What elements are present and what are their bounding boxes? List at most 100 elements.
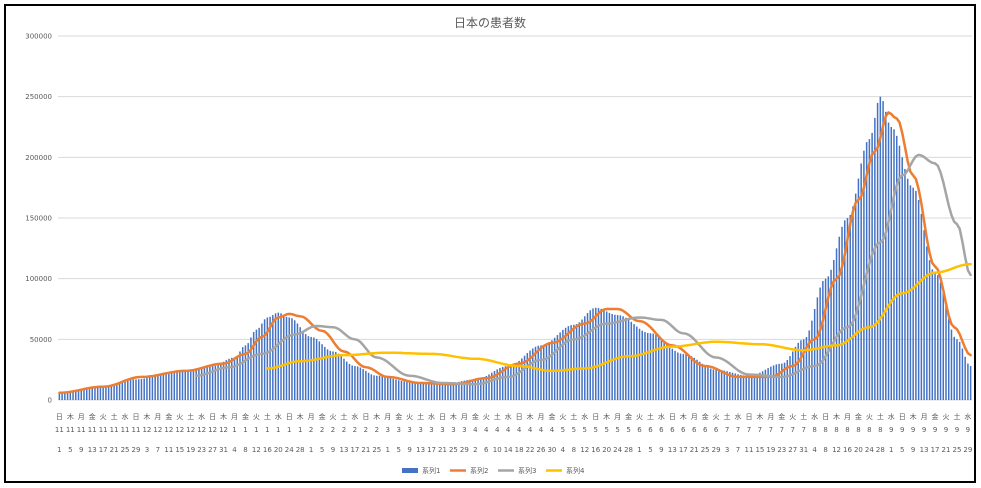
legend-label: 系列4 xyxy=(566,466,585,475)
x-tick-month: 9 xyxy=(889,426,893,434)
x-tick-day: 8 xyxy=(243,446,247,454)
bar xyxy=(578,322,581,400)
x-tick-month: 1 xyxy=(276,426,280,434)
bar xyxy=(666,343,668,400)
x-tick-dow: 月 xyxy=(691,413,698,421)
bar xyxy=(964,356,966,400)
bar xyxy=(444,384,446,400)
bar xyxy=(496,369,498,400)
bar xyxy=(879,96,882,401)
bar xyxy=(526,353,529,400)
bar xyxy=(318,341,321,400)
x-tick-day: 1 xyxy=(637,446,641,454)
bar xyxy=(269,316,271,400)
bar xyxy=(510,365,512,400)
x-tick-month: 6 xyxy=(714,426,719,434)
x-tick-month: 6 xyxy=(681,426,686,434)
x-tick-day: 23 xyxy=(777,446,786,454)
bar xyxy=(80,389,83,400)
x-tick-label: 月 4 26 xyxy=(537,413,546,454)
bar xyxy=(958,341,961,400)
bar xyxy=(559,332,561,400)
bar xyxy=(849,214,851,400)
x-tick-dow: 月 xyxy=(921,413,928,421)
x-tick-month: 9 xyxy=(944,426,948,434)
bar xyxy=(386,377,389,400)
x-tick-dow: 日 xyxy=(669,413,676,421)
x-tick-day: 1 xyxy=(57,446,61,454)
x-tick-dow: 火 xyxy=(943,413,950,421)
x-tick-day: 5 xyxy=(320,446,324,454)
bar xyxy=(61,392,63,400)
bar xyxy=(917,200,920,400)
bar xyxy=(792,351,794,400)
x-tick-day: 28 xyxy=(876,446,885,454)
bar xyxy=(928,260,931,400)
x-tick-label: 日 1 24 xyxy=(285,413,294,454)
x-tick-dow: 金 xyxy=(395,412,402,421)
bar xyxy=(622,316,624,400)
bar xyxy=(534,346,537,400)
bar xyxy=(868,139,871,400)
bar xyxy=(173,372,176,400)
legend-swatch xyxy=(402,468,418,473)
x-tick-day: 20 xyxy=(602,446,611,454)
bar xyxy=(433,383,436,400)
bar xyxy=(781,363,783,400)
series-line xyxy=(58,111,972,394)
x-tick-label: 日 11 29 xyxy=(132,413,141,454)
x-tick-dow: 日 xyxy=(822,413,829,421)
bar xyxy=(96,387,99,400)
x-tick-month: 8 xyxy=(823,426,827,434)
x-tick-month: 12 xyxy=(164,426,173,434)
x-tick-dow: 金 xyxy=(702,412,709,421)
legend-item: 系列2 xyxy=(450,466,488,475)
x-tick-label: 月 11 9 xyxy=(77,413,86,454)
x-tick-dow: 土 xyxy=(111,412,118,421)
bar xyxy=(389,377,392,400)
bar xyxy=(556,335,559,400)
bar xyxy=(939,282,942,400)
bar xyxy=(189,369,192,400)
x-tick-label: 火 3 9 xyxy=(406,413,413,454)
x-tick-dow: 金 xyxy=(165,412,172,421)
y-tick-label: 100000 xyxy=(25,275,52,283)
x-tick-dow: 日 xyxy=(516,413,523,421)
x-tick-month: 11 xyxy=(77,426,86,434)
bar xyxy=(759,372,761,400)
bar xyxy=(499,367,501,400)
x-tick-day: 1 xyxy=(386,446,390,454)
x-tick-label: 水 9 29 xyxy=(963,412,972,454)
bar xyxy=(967,363,969,400)
bar xyxy=(233,357,236,400)
x-tick-day: 31 xyxy=(219,446,228,454)
x-tick-label: 水 11 25 xyxy=(121,412,130,454)
x-tick-month: 3 xyxy=(440,426,444,434)
legend-label: 系列1 xyxy=(422,466,440,475)
x-tick-label: 土 3 13 xyxy=(416,412,425,454)
bar xyxy=(657,336,660,400)
bar xyxy=(118,382,121,400)
x-tick-dow: 日 xyxy=(56,413,63,421)
bar xyxy=(425,383,427,400)
bar xyxy=(441,384,444,400)
bar xyxy=(822,280,824,400)
bar xyxy=(956,339,958,400)
x-tick-dow: 木 xyxy=(910,412,917,421)
bar xyxy=(625,317,627,400)
series-line xyxy=(194,153,972,386)
bar xyxy=(365,370,367,400)
x-tick-day: 5 xyxy=(900,446,904,454)
bar xyxy=(934,272,936,400)
bar xyxy=(874,117,876,401)
bar xyxy=(704,365,706,400)
bar xyxy=(348,363,351,400)
x-tick-month: 12 xyxy=(153,426,162,434)
bar xyxy=(532,348,534,400)
bar xyxy=(915,190,917,400)
bar xyxy=(614,314,616,400)
x-tick-dow: 金 xyxy=(932,412,939,421)
x-tick-day: 9 xyxy=(911,446,915,454)
bar xyxy=(200,367,203,400)
bar xyxy=(783,362,786,400)
